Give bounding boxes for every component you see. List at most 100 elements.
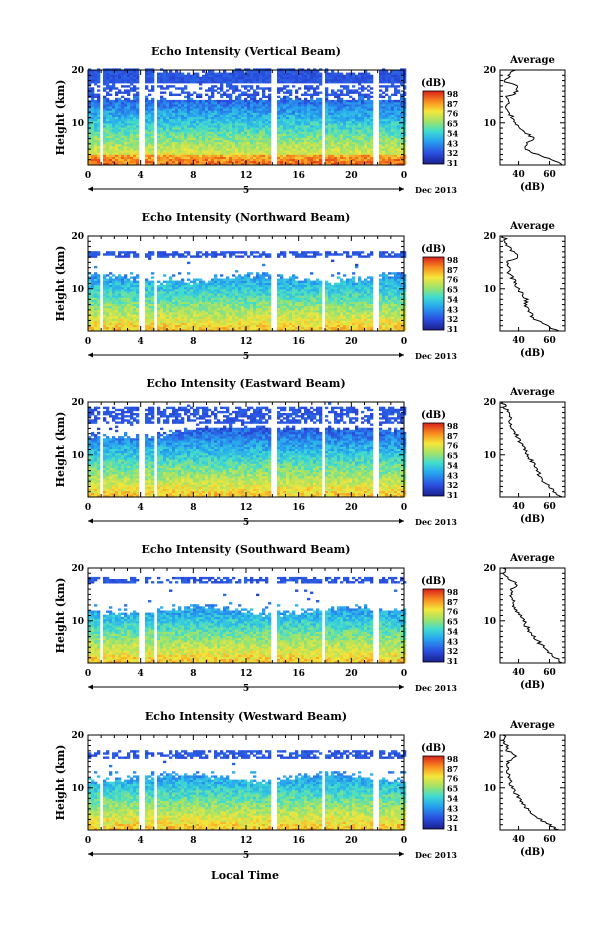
heatmap-cell — [403, 108, 407, 111]
heatmap-cell — [181, 253, 185, 256]
heatmap-cell — [394, 74, 398, 78]
heatmap-cell — [211, 72, 215, 75]
heatmap-cell — [370, 123, 374, 126]
heatmap-cell — [163, 318, 167, 321]
heatmap-cell — [403, 160, 407, 164]
heatmap-cell — [166, 316, 170, 319]
heatmap-cell — [256, 74, 260, 78]
heatmap-cell — [211, 144, 215, 147]
heatmap-cell — [286, 78, 290, 82]
heatmap-cell — [214, 81, 218, 84]
heatmap-cell — [283, 125, 287, 128]
heatmap-cell — [214, 148, 218, 151]
heatmap-cell — [181, 152, 185, 155]
heatmap-cell — [136, 299, 140, 302]
heatmap-cell — [91, 131, 95, 134]
heatmap-cell — [277, 72, 281, 75]
heatmap-cell — [115, 116, 119, 120]
heatmap-cell — [184, 305, 188, 309]
heatmap-cell — [166, 139, 170, 143]
heatmap-cell — [130, 251, 134, 254]
heatmap-cell — [295, 72, 299, 75]
heatmap-cell — [331, 162, 335, 166]
heatmap-cell — [121, 160, 125, 164]
heatmap-cell — [190, 297, 194, 300]
heatmap-cell — [184, 127, 188, 130]
heatmap-cell — [109, 93, 113, 96]
heatmap-cell — [304, 148, 308, 151]
heatmap-cell — [130, 72, 134, 75]
heatmap-cell — [334, 131, 338, 134]
heatmap-cell — [94, 299, 98, 302]
heatmap-cell — [163, 78, 167, 82]
heatmap-cell — [127, 158, 131, 162]
heatmap-cell — [244, 139, 248, 143]
heatmap-cell — [190, 150, 194, 153]
heatmap-cell — [403, 125, 407, 128]
heatmap-cell — [130, 318, 134, 321]
heatmap-cell — [115, 99, 119, 103]
heatmap-cell — [133, 148, 137, 151]
heatmap-cell — [241, 108, 245, 111]
heatmap-cell — [94, 322, 98, 325]
heatmap-cell — [91, 91, 95, 94]
heatmap-cell — [367, 106, 371, 109]
heatmap-cell — [124, 74, 128, 78]
heatmap-cell — [349, 89, 353, 92]
heatmap-cell — [403, 129, 407, 132]
heatmap-cell — [370, 125, 374, 128]
heatmap-cell — [226, 156, 230, 159]
heatmap-cell — [208, 108, 212, 111]
heatmap-cell — [88, 162, 92, 166]
heatmap-cell — [97, 289, 101, 292]
heatmap-cell — [313, 89, 317, 92]
heatmap-cell — [331, 146, 335, 149]
heatmap-cell — [157, 255, 161, 258]
heatmap-cell — [151, 286, 155, 290]
heatmap-cell — [310, 78, 314, 82]
heatmap-cell — [130, 316, 134, 319]
heatmap-cell — [133, 160, 137, 164]
heatmap-cell — [295, 116, 299, 120]
heatmap-cell — [163, 255, 167, 258]
heatmap-cell — [127, 85, 131, 88]
heatmap-cell — [202, 104, 206, 107]
heatmap-cell — [280, 156, 284, 159]
heatmap-cell — [169, 137, 173, 141]
heatmap-cell — [268, 152, 272, 155]
heatmap-cell — [394, 104, 398, 107]
heatmap-cell — [118, 76, 122, 80]
heatmap-cell — [337, 146, 341, 149]
heatmap-cell — [97, 125, 101, 128]
heatmap-cell — [121, 293, 125, 296]
heatmap-cell — [295, 108, 299, 111]
heatmap-cell — [163, 120, 167, 124]
heatmap-cell — [358, 114, 362, 117]
heatmap-cell — [364, 123, 368, 126]
heatmap-cell — [292, 104, 296, 107]
heatmap-cell — [349, 127, 353, 130]
heatmap-cell — [226, 99, 230, 103]
heatmap-cell — [304, 108, 308, 111]
heatmap-cell — [136, 81, 140, 84]
heatmap-cell — [325, 118, 329, 122]
heatmap-cell — [280, 158, 284, 162]
heatmap-cell — [103, 72, 107, 75]
heatmap-cell — [241, 162, 245, 166]
heatmap-cell — [133, 289, 137, 292]
heatmap-cell — [307, 106, 311, 109]
heatmap-cell — [337, 158, 341, 162]
heatmap-cell — [88, 70, 92, 73]
heatmap-cell — [145, 81, 149, 84]
heatmap-cell — [115, 148, 119, 151]
heatmap-cell — [172, 120, 176, 124]
heatmap-cell — [121, 133, 125, 136]
heatmap-cell — [160, 104, 164, 107]
heatmap-cell — [382, 110, 386, 113]
heatmap-cell — [121, 284, 125, 288]
heatmap-cell — [226, 114, 230, 117]
heatmap-cell — [244, 135, 248, 138]
heatmap-cell — [244, 156, 248, 159]
heatmap-cell — [121, 116, 125, 120]
